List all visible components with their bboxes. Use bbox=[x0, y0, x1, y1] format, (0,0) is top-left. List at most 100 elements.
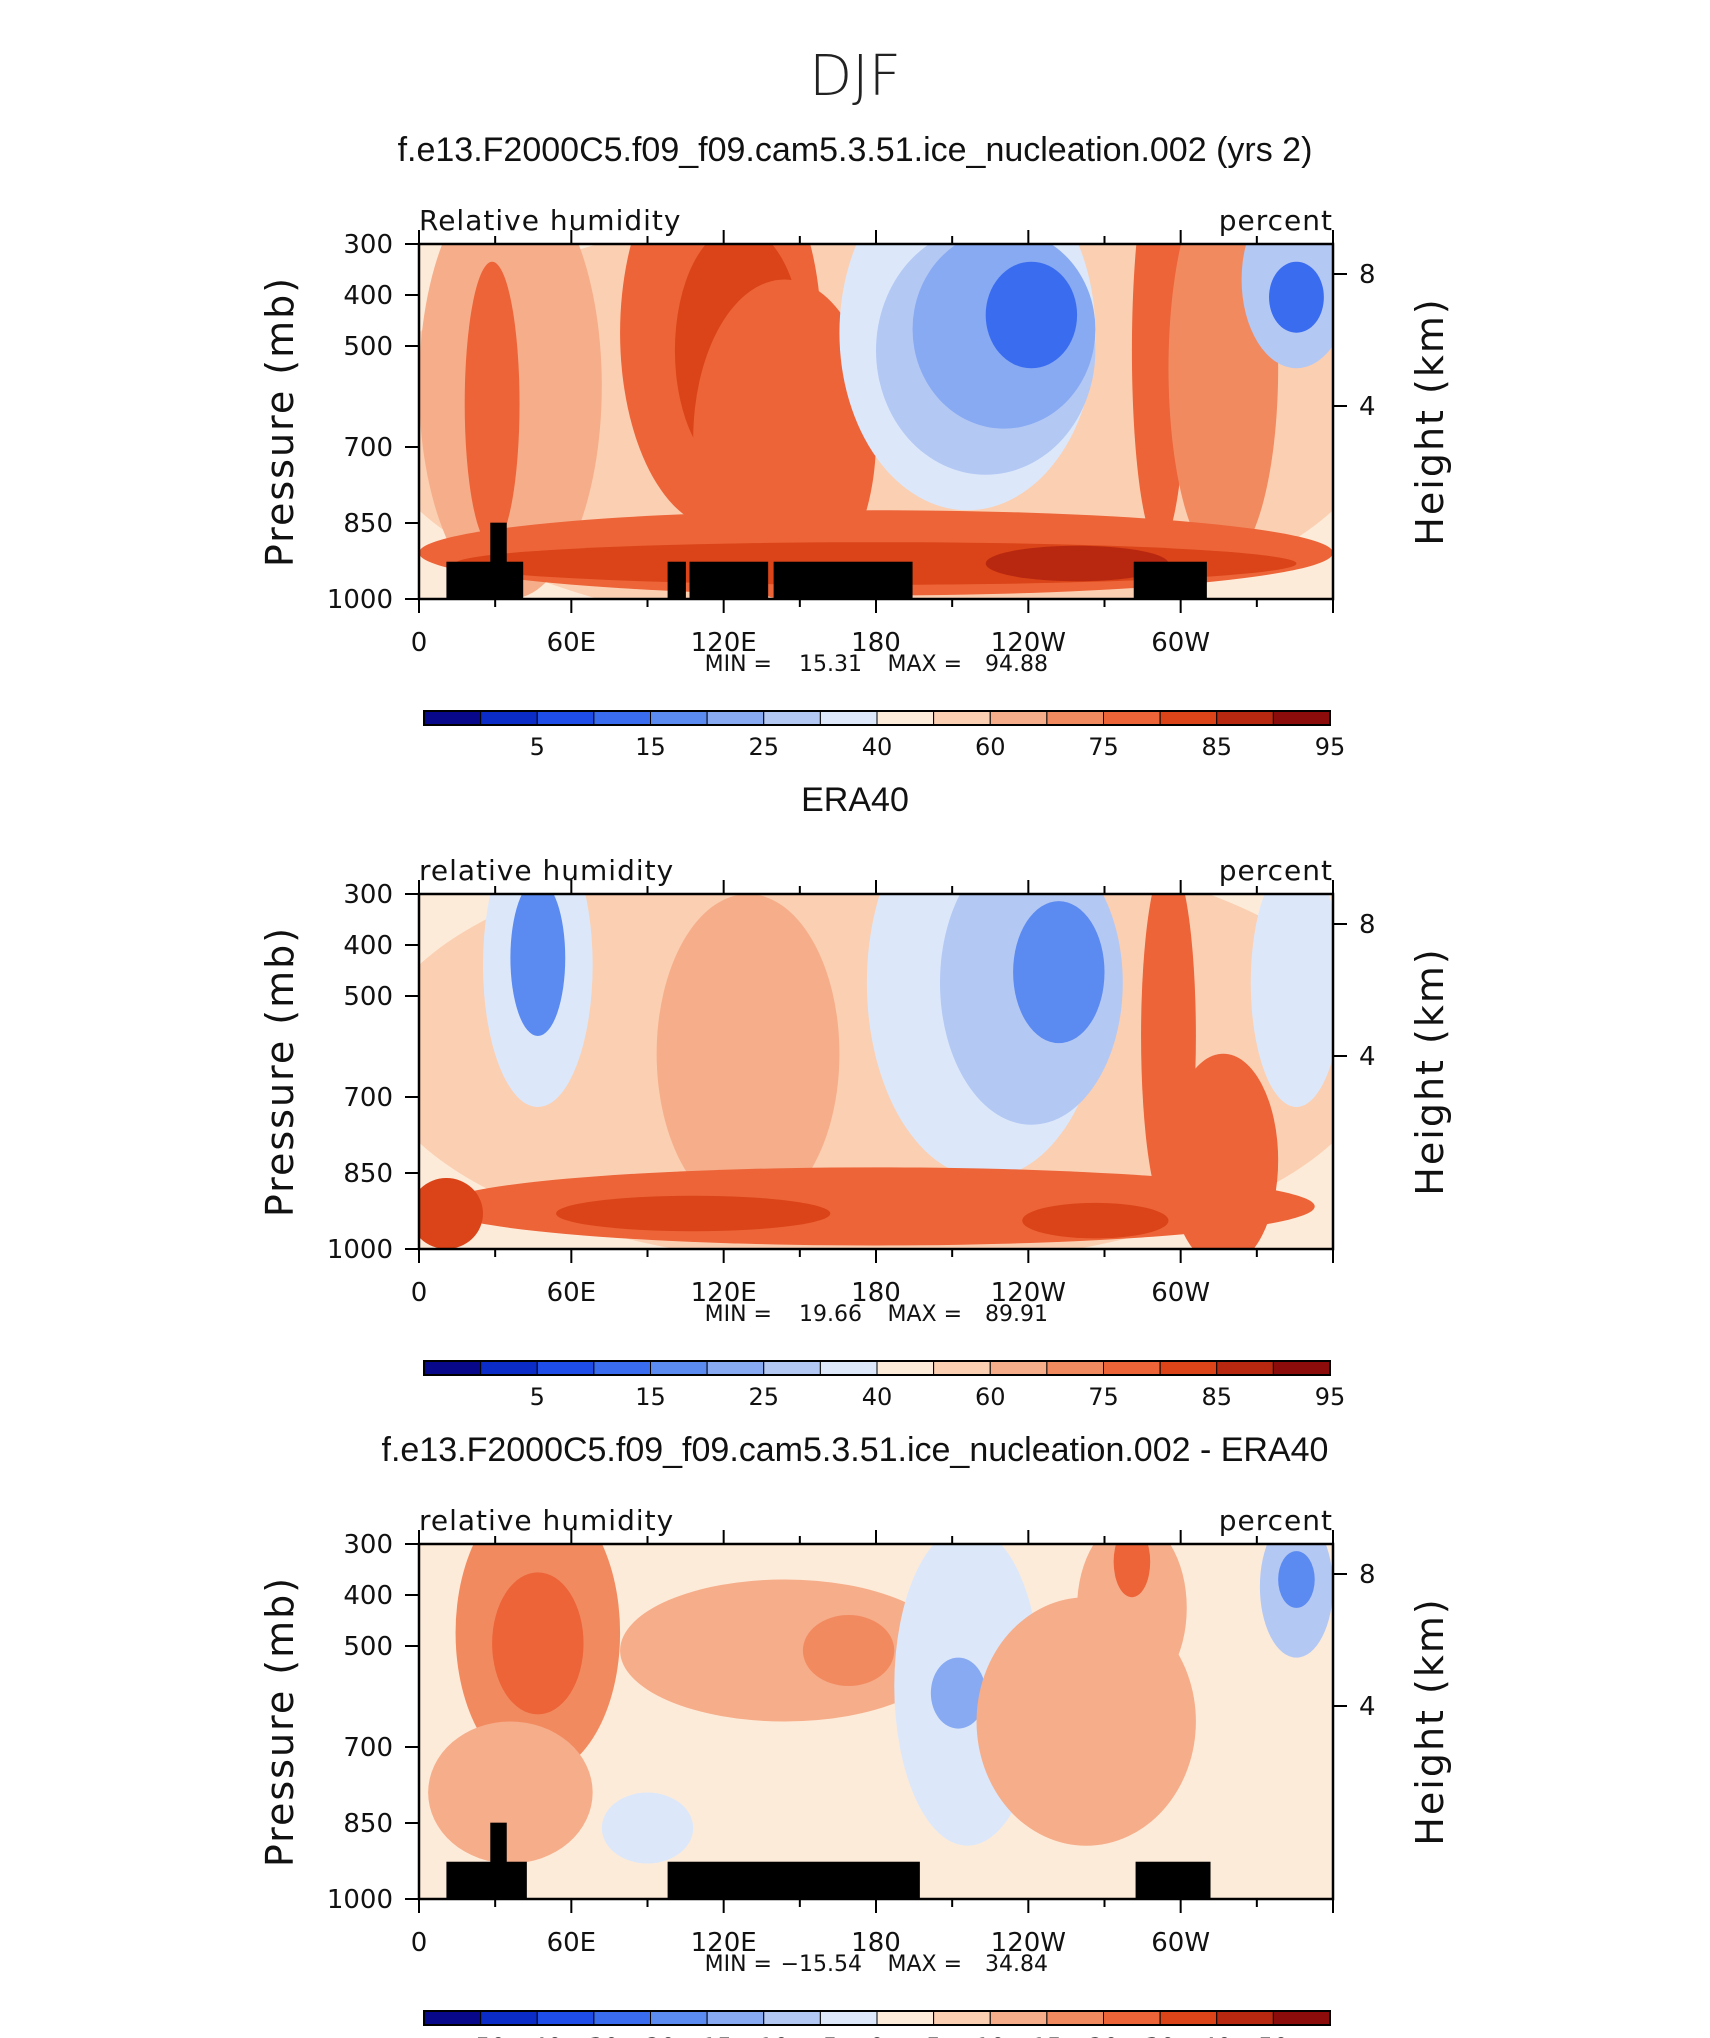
colorbar-label: 5 bbox=[926, 2033, 941, 2038]
figure-title: DJF bbox=[809, 44, 901, 109]
colorbar-box bbox=[1046, 1360, 1104, 1376]
colorbar-box bbox=[1103, 1360, 1161, 1376]
contour-region bbox=[985, 261, 1078, 369]
colorbar-box bbox=[989, 2010, 1048, 2026]
y-tick-label: 500 bbox=[343, 332, 393, 362]
colorbar-box bbox=[1046, 710, 1104, 726]
contour-region bbox=[930, 1657, 986, 1729]
panel-1-chart: Relative humidity percent 0 60E 120E 180 120W 6… bbox=[258, 204, 1452, 761]
y-tick-right-label: 8 bbox=[1359, 1560, 1376, 1590]
colorbar-label: 40 bbox=[862, 733, 893, 761]
y-tick-right-label: 4 bbox=[1359, 1042, 1376, 1072]
colorbar-label: −15 bbox=[682, 2033, 733, 2038]
colorbar-box bbox=[1103, 2010, 1161, 2026]
colorbar-box bbox=[480, 2010, 538, 2026]
colorbar-box bbox=[650, 2010, 708, 2026]
colorbar-box bbox=[536, 1360, 595, 1376]
colorbar-label: 10 bbox=[975, 2033, 1006, 2038]
y-tick-label: 1000 bbox=[327, 1885, 393, 1915]
max-label: MAX = bbox=[887, 1952, 962, 1977]
y-tick-label: 850 bbox=[343, 509, 393, 539]
contour-region bbox=[1250, 894, 1333, 1107]
colorbar-label: 50 bbox=[1258, 2033, 1289, 2038]
panel-2-chart: relative humidity percent 0 60E 120E 180 120W 6… bbox=[258, 854, 1452, 1411]
x-tick-label: 120W bbox=[991, 1928, 1066, 1958]
panel-3-chart: relative humidity percent 0 60E 120E 180 120W 6… bbox=[258, 1504, 1452, 2038]
x-tick-label: 120W bbox=[991, 628, 1066, 658]
colorbar-label: 95 bbox=[1315, 1383, 1346, 1411]
contour-region bbox=[1269, 261, 1324, 333]
panel-3-title: f.e13.F2000C5.f09_f09.cam5.3.51.ice_nucl… bbox=[381, 1431, 1329, 1469]
colorbar-label: −40 bbox=[512, 2033, 563, 2038]
contour-region bbox=[601, 1792, 694, 1864]
topography-mask bbox=[773, 561, 913, 599]
x-tick-label: 60W bbox=[1151, 628, 1210, 658]
colorbar-box bbox=[706, 1360, 765, 1376]
plot-layer: relative humidity percent 0 60E 120E 180 120W 6… bbox=[258, 1504, 1452, 2038]
y-axis-right-title: Height (km) bbox=[1408, 297, 1452, 545]
y-tick-label: 300 bbox=[343, 1530, 393, 1560]
max-value: 34.84 bbox=[985, 1952, 1048, 1977]
colorbar-label: 30 bbox=[1145, 2033, 1176, 2038]
contour-region bbox=[1168, 244, 1279, 564]
x-tick-label: 120E bbox=[691, 1928, 757, 1958]
x-tick-label: 0 bbox=[411, 1928, 428, 1958]
colorbar-box bbox=[480, 1360, 538, 1376]
colorbar-box bbox=[1159, 1360, 1218, 1376]
y-tick-right-label: 4 bbox=[1359, 1692, 1376, 1722]
colorbar-box bbox=[480, 710, 538, 726]
plot-layer: Relative humidity percent 0 60E 120E 180 120W 6… bbox=[258, 204, 1452, 761]
y-tick-right-label: 8 bbox=[1359, 260, 1376, 290]
min-label: MIN = bbox=[705, 1302, 772, 1327]
y-axis-title: Pressure (mb) bbox=[258, 276, 302, 567]
contour-region bbox=[1077, 1544, 1187, 1697]
x-tick-label: 180 bbox=[851, 1278, 901, 1308]
x-tick-label: 60E bbox=[547, 1278, 597, 1308]
max-value: 94.88 bbox=[985, 652, 1048, 677]
topography-mask bbox=[490, 522, 507, 599]
topography-mask bbox=[1135, 1861, 1211, 1899]
y-tick-right-label: 8 bbox=[1359, 910, 1376, 940]
colorbar-box bbox=[650, 1360, 708, 1376]
colorbar-box bbox=[593, 710, 651, 726]
min-label: MIN = bbox=[705, 652, 772, 677]
contour-region bbox=[492, 1572, 584, 1715]
left-string: Relative humidity bbox=[419, 204, 681, 237]
contour-region bbox=[419, 1178, 483, 1249]
colorbar-frame bbox=[423, 1360, 1331, 1376]
colorbar-box bbox=[1216, 2010, 1274, 2026]
colorbar-label: −20 bbox=[625, 2033, 676, 2038]
colorbar-label: −5 bbox=[803, 2033, 838, 2038]
colorbar-label: 95 bbox=[1315, 733, 1346, 761]
colorbar-box bbox=[706, 2010, 765, 2026]
colorbar-box bbox=[876, 2010, 935, 2026]
x-tick-label: 60W bbox=[1151, 1928, 1210, 1958]
y-axis-title: Pressure (mb) bbox=[258, 1576, 302, 1867]
colorbar-label: 15 bbox=[635, 1383, 666, 1411]
colorbar-label: 75 bbox=[1088, 1383, 1119, 1411]
colorbar-box bbox=[819, 1360, 878, 1376]
colorbar-label: 20 bbox=[1088, 2033, 1119, 2038]
colorbar-box bbox=[1046, 2010, 1104, 2026]
colorbar-box bbox=[423, 710, 482, 726]
colorbar-box bbox=[536, 710, 595, 726]
contour-region bbox=[428, 1721, 593, 1864]
y-tick-right-label: 4 bbox=[1359, 392, 1376, 422]
left-string: relative humidity bbox=[419, 854, 674, 887]
colorbar-box bbox=[423, 2010, 482, 2026]
colorbar-frame bbox=[423, 710, 1331, 726]
x-tick-label: 0 bbox=[411, 1278, 428, 1308]
min-value: 15.31 bbox=[799, 652, 862, 677]
max-label: MAX = bbox=[887, 1302, 962, 1327]
x-tick-label: 60W bbox=[1151, 1278, 1210, 1308]
colorbar-box bbox=[1272, 1360, 1331, 1376]
colorbar-label: −50 bbox=[455, 2033, 506, 2038]
colorbar-label: 60 bbox=[975, 1383, 1006, 1411]
contour-region bbox=[464, 261, 520, 546]
colorbar-box bbox=[763, 2010, 821, 2026]
y-tick-label: 850 bbox=[343, 1809, 393, 1839]
colorbar-box bbox=[536, 2010, 595, 2026]
y-axis-right-title: Height (km) bbox=[1408, 1597, 1452, 1845]
x-tick-label: 60E bbox=[547, 628, 597, 658]
colorbar-box bbox=[933, 1360, 991, 1376]
